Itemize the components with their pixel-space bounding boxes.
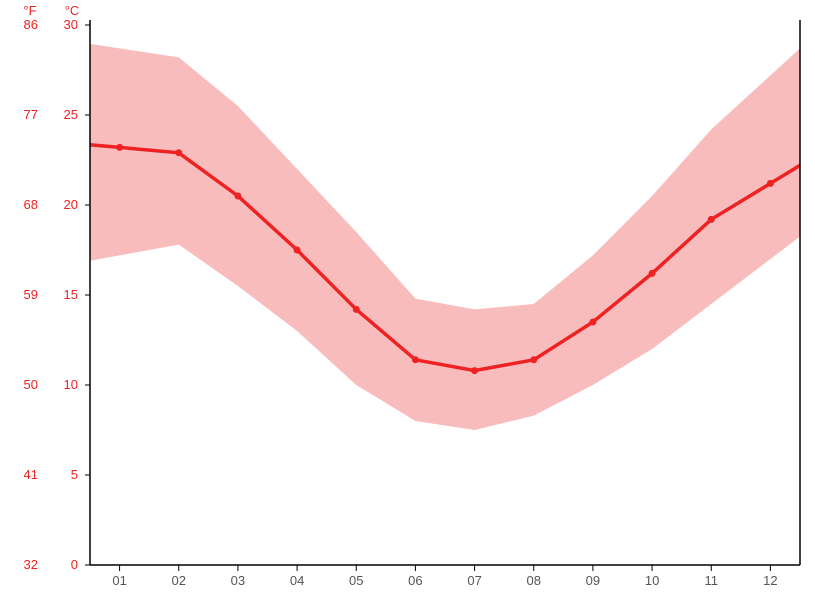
x-tick-label: 07 [467, 573, 481, 588]
data-point [412, 356, 419, 363]
data-point [175, 149, 182, 156]
data-point [767, 180, 774, 187]
y-tick-label-fahrenheit: 32 [24, 557, 38, 572]
y-tick-label-celsius: 20 [64, 197, 78, 212]
x-tick-label: 08 [527, 573, 541, 588]
temperature-chart: 01 02 03 04 05 06 07 08 09 10 11 12 0 32 5 41 10 50 15 59 20… [0, 0, 815, 611]
data-point [294, 247, 301, 254]
x-tick-label: 11 [705, 573, 719, 588]
y-tick-label-celsius: 5 [71, 467, 78, 482]
y-tick-label-celsius: 10 [64, 377, 78, 392]
data-point [353, 306, 360, 313]
x-tick-label: 10 [645, 573, 659, 588]
y-tick-label-celsius: 30 [64, 17, 78, 32]
data-point [589, 319, 596, 326]
data-point [708, 216, 715, 223]
x-tick-label: 02 [172, 573, 186, 588]
x-tick-label: 01 [112, 573, 126, 588]
y-tick-label-fahrenheit: 41 [24, 467, 38, 482]
y-tick-label-fahrenheit: 50 [24, 377, 38, 392]
data-point [471, 367, 478, 374]
y-tick-label-celsius: 15 [64, 287, 78, 302]
y-tick-label-celsius: 25 [64, 107, 78, 122]
data-point [116, 144, 123, 151]
x-tick-label: 06 [408, 573, 422, 588]
data-point [530, 356, 537, 363]
data-point [234, 193, 241, 200]
y-tick-label-fahrenheit: 68 [24, 197, 38, 212]
x-tick-label: 05 [349, 573, 363, 588]
y-tick-label-celsius: 0 [71, 557, 78, 572]
x-tick-label: 12 [763, 573, 777, 588]
unit-label-fahrenheit: °F [23, 3, 36, 18]
chart-svg: 01 02 03 04 05 06 07 08 09 10 11 12 0 32 5 41 10 50 15 59 20… [0, 0, 815, 611]
y-tick-label-fahrenheit: 59 [24, 287, 38, 302]
data-point [649, 270, 656, 277]
x-tick-label: 03 [231, 573, 245, 588]
unit-label-celsius: °C [65, 3, 80, 18]
x-tick-label: 09 [586, 573, 600, 588]
x-tick-label: 04 [290, 573, 304, 588]
y-tick-label-fahrenheit: 86 [24, 17, 38, 32]
y-tick-label-fahrenheit: 77 [24, 107, 38, 122]
